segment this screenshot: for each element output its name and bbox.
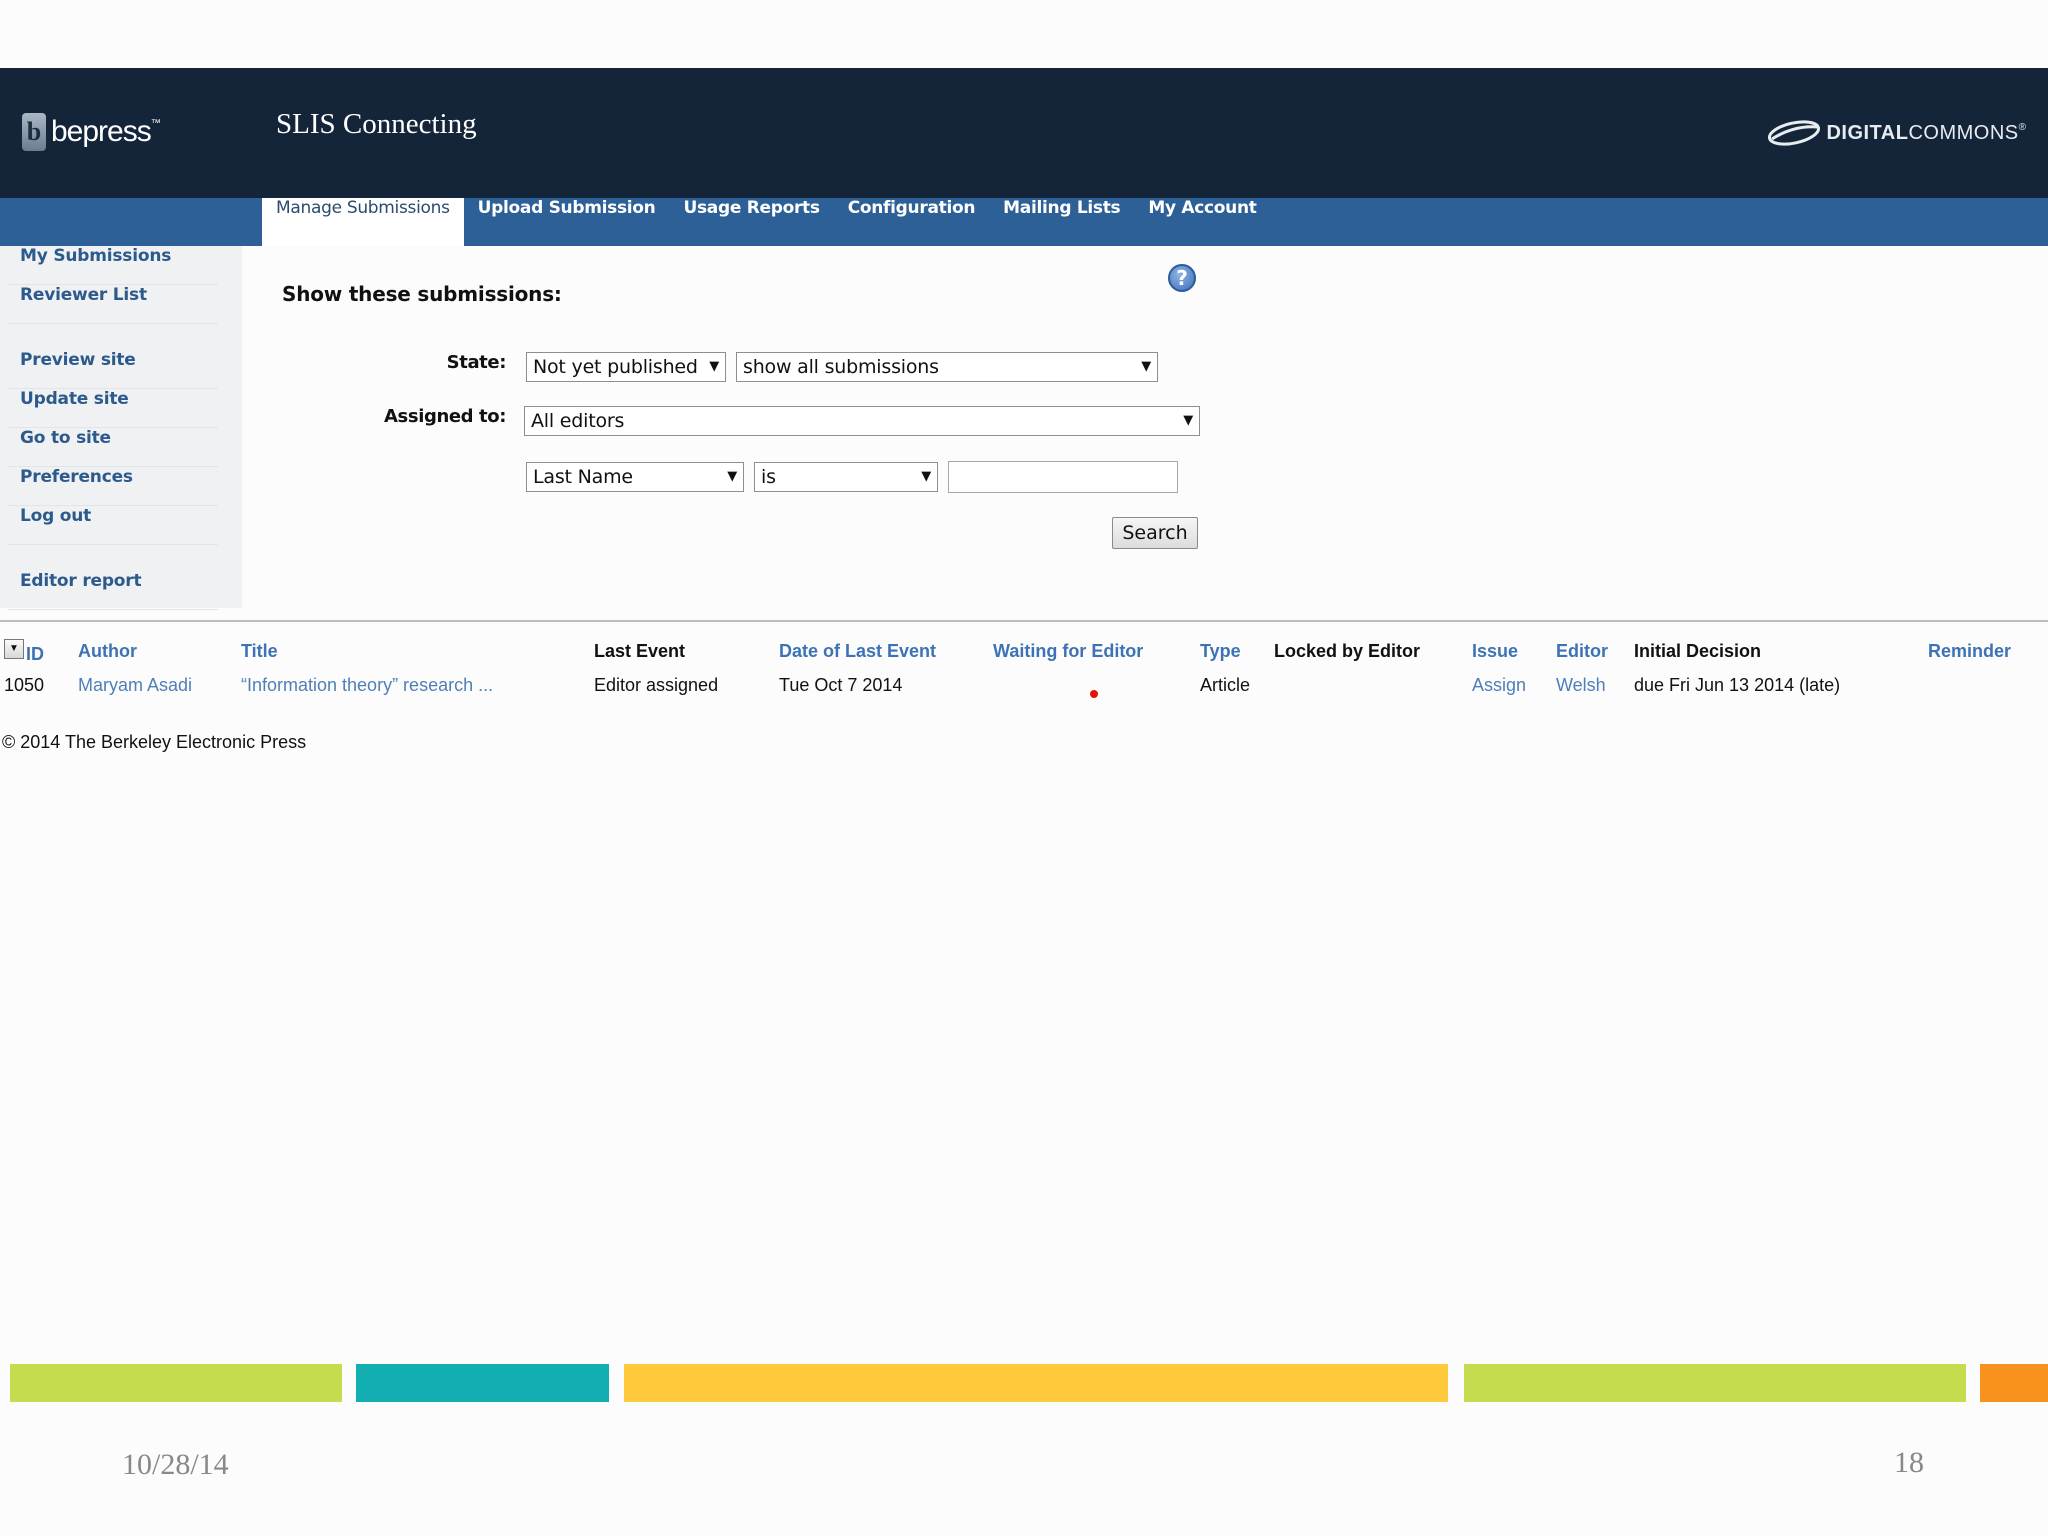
assigned-to-select-value: All editors bbox=[531, 410, 625, 432]
bepress-logo-text: bepress bbox=[51, 115, 152, 148]
column-header-waiting-for-editor[interactable]: Waiting for Editor bbox=[993, 641, 1144, 661]
digital-commons-swoosh-icon bbox=[1768, 120, 1821, 146]
bepress-trademark: ™ bbox=[150, 118, 161, 129]
search-field-select[interactable]: Last Name ▼ bbox=[526, 462, 744, 492]
sidebar-item-log-out[interactable]: Log out bbox=[8, 506, 218, 545]
search-operator-select-value: is bbox=[761, 466, 776, 488]
footer-color-bar bbox=[356, 1364, 609, 1402]
cell-date-of-last-event: Tue Oct 7 2014 bbox=[779, 675, 903, 695]
column-header-locked-by-editor: Locked by Editor bbox=[1274, 641, 1421, 661]
site-header: b bepress ™ SLIS Connecting DIGITALCOMMO… bbox=[0, 68, 2048, 198]
sidebar-item-update-site[interactable]: Update site bbox=[8, 389, 218, 428]
sidebar-group-submissions: My Submissions Reviewer List bbox=[0, 246, 242, 324]
cell-initial-decision: due Fri Jun 13 2014 (late) bbox=[1634, 675, 1841, 695]
dropdown-arrow-icon: ▼ bbox=[1183, 413, 1193, 428]
sort-toggle-icon[interactable]: ▼ bbox=[4, 639, 24, 659]
sidebar-item-editor-report[interactable]: Editor report bbox=[8, 571, 218, 610]
tab-my-account[interactable]: My Account bbox=[1148, 198, 1257, 218]
waiting-for-editor-indicator-icon bbox=[1090, 690, 1098, 698]
dropdown-arrow-icon: ▼ bbox=[1141, 359, 1151, 374]
copyright-notice: © 2014 The Berkeley Electronic Press bbox=[2, 732, 307, 752]
dropdown-arrow-icon: ▼ bbox=[727, 469, 737, 484]
state-label: State: bbox=[446, 352, 507, 373]
sidebar-group-reports: Editor report bbox=[0, 571, 242, 610]
search-operator-select[interactable]: is ▼ bbox=[754, 462, 938, 492]
slide-page-number: 18 bbox=[1894, 1446, 1924, 1479]
bepress-logo-mark: b bbox=[22, 113, 46, 151]
cell-issue-assign-link[interactable]: Assign bbox=[1472, 675, 1527, 695]
cell-author-link[interactable]: Maryam Asadi bbox=[78, 675, 193, 695]
tab-mailing-lists[interactable]: Mailing Lists bbox=[1003, 198, 1121, 218]
slide-date: 10/28/14 bbox=[122, 1448, 229, 1481]
digital-commons-registered: ® bbox=[2018, 122, 2026, 133]
sidebar: My Submissions Reviewer List Preview sit… bbox=[0, 246, 242, 610]
sidebar-gap bbox=[0, 545, 242, 571]
column-header-issue[interactable]: Issue bbox=[1472, 641, 1519, 661]
column-header-title[interactable]: Title bbox=[241, 641, 278, 661]
sidebar-item-reviewer-list[interactable]: Reviewer List bbox=[8, 285, 218, 324]
sidebar-gap bbox=[0, 324, 242, 350]
cell-last-event: Editor assigned bbox=[594, 675, 719, 695]
main-nav: Manage Submissions Upload Submission Usa… bbox=[0, 198, 2048, 246]
site-title: SLIS Connecting bbox=[276, 108, 477, 140]
help-icon[interactable]: ? bbox=[1168, 264, 1196, 292]
cell-id: 1050 bbox=[4, 675, 45, 695]
tab-configuration[interactable]: Configuration bbox=[847, 198, 976, 218]
sidebar-item-preferences[interactable]: Preferences bbox=[8, 467, 218, 506]
column-header-editor[interactable]: Editor bbox=[1556, 641, 1608, 661]
dropdown-arrow-icon: ▼ bbox=[921, 469, 931, 484]
dropdown-arrow-icon: ▼ bbox=[709, 359, 719, 374]
column-header-reminder[interactable]: Reminder bbox=[1928, 641, 2012, 661]
footer-color-bar bbox=[1980, 1364, 2048, 1402]
search-button[interactable]: Search bbox=[1112, 517, 1198, 549]
footer-color-bar bbox=[1464, 1364, 1966, 1402]
footer-color-bar bbox=[624, 1364, 1448, 1402]
cell-editor-link[interactable]: Welsh bbox=[1556, 675, 1606, 695]
state-filter-select-value: show all submissions bbox=[743, 356, 939, 378]
column-header-type[interactable]: Type bbox=[1200, 641, 1241, 661]
column-header-id[interactable]: ID bbox=[26, 644, 44, 664]
tab-usage-reports[interactable]: Usage Reports bbox=[683, 198, 820, 218]
section-divider bbox=[0, 620, 2048, 622]
column-header-initial-decision: Initial Decision bbox=[1634, 641, 1762, 661]
sidebar-item-preview-site[interactable]: Preview site bbox=[8, 350, 218, 389]
digital-commons-logo-text: DIGITALCOMMONS bbox=[1826, 121, 2019, 144]
state-filter-select[interactable]: show all submissions ▼ bbox=[736, 352, 1158, 382]
filter-form-title: Show these submissions: bbox=[282, 282, 562, 306]
tab-manage-submissions[interactable]: Manage Submissions bbox=[262, 198, 464, 246]
nav-tabs: Manage Submissions Upload Submission Usa… bbox=[262, 198, 1271, 246]
bepress-logo[interactable]: b bepress ™ bbox=[22, 112, 161, 152]
state-select[interactable]: Not yet published ▼ bbox=[526, 352, 726, 382]
cell-type: Article bbox=[1200, 675, 1251, 695]
column-header-date-of-last-event[interactable]: Date of Last Event bbox=[779, 641, 937, 661]
sidebar-group-site: Preview site Update site Go to site Pref… bbox=[0, 350, 242, 545]
state-select-value: Not yet published bbox=[533, 356, 698, 378]
column-header-author[interactable]: Author bbox=[78, 641, 137, 661]
search-field-select-value: Last Name bbox=[533, 466, 633, 488]
footer-color-bar bbox=[10, 1364, 342, 1402]
sidebar-item-go-to-site[interactable]: Go to site bbox=[8, 428, 218, 467]
assigned-to-select[interactable]: All editors ▼ bbox=[524, 406, 1200, 436]
digital-commons-logo[interactable]: DIGITALCOMMONS ® bbox=[1766, 116, 2026, 150]
cell-title-link[interactable]: “Information theory” research ... bbox=[241, 675, 494, 695]
search-text-input[interactable] bbox=[948, 461, 1178, 493]
assigned-to-label: Assigned to: bbox=[384, 406, 506, 427]
sidebar-item-my-submissions[interactable]: My Submissions bbox=[8, 246, 218, 285]
tab-upload-submission[interactable]: Upload Submission bbox=[477, 198, 656, 218]
column-header-last-event: Last Event bbox=[594, 641, 686, 661]
